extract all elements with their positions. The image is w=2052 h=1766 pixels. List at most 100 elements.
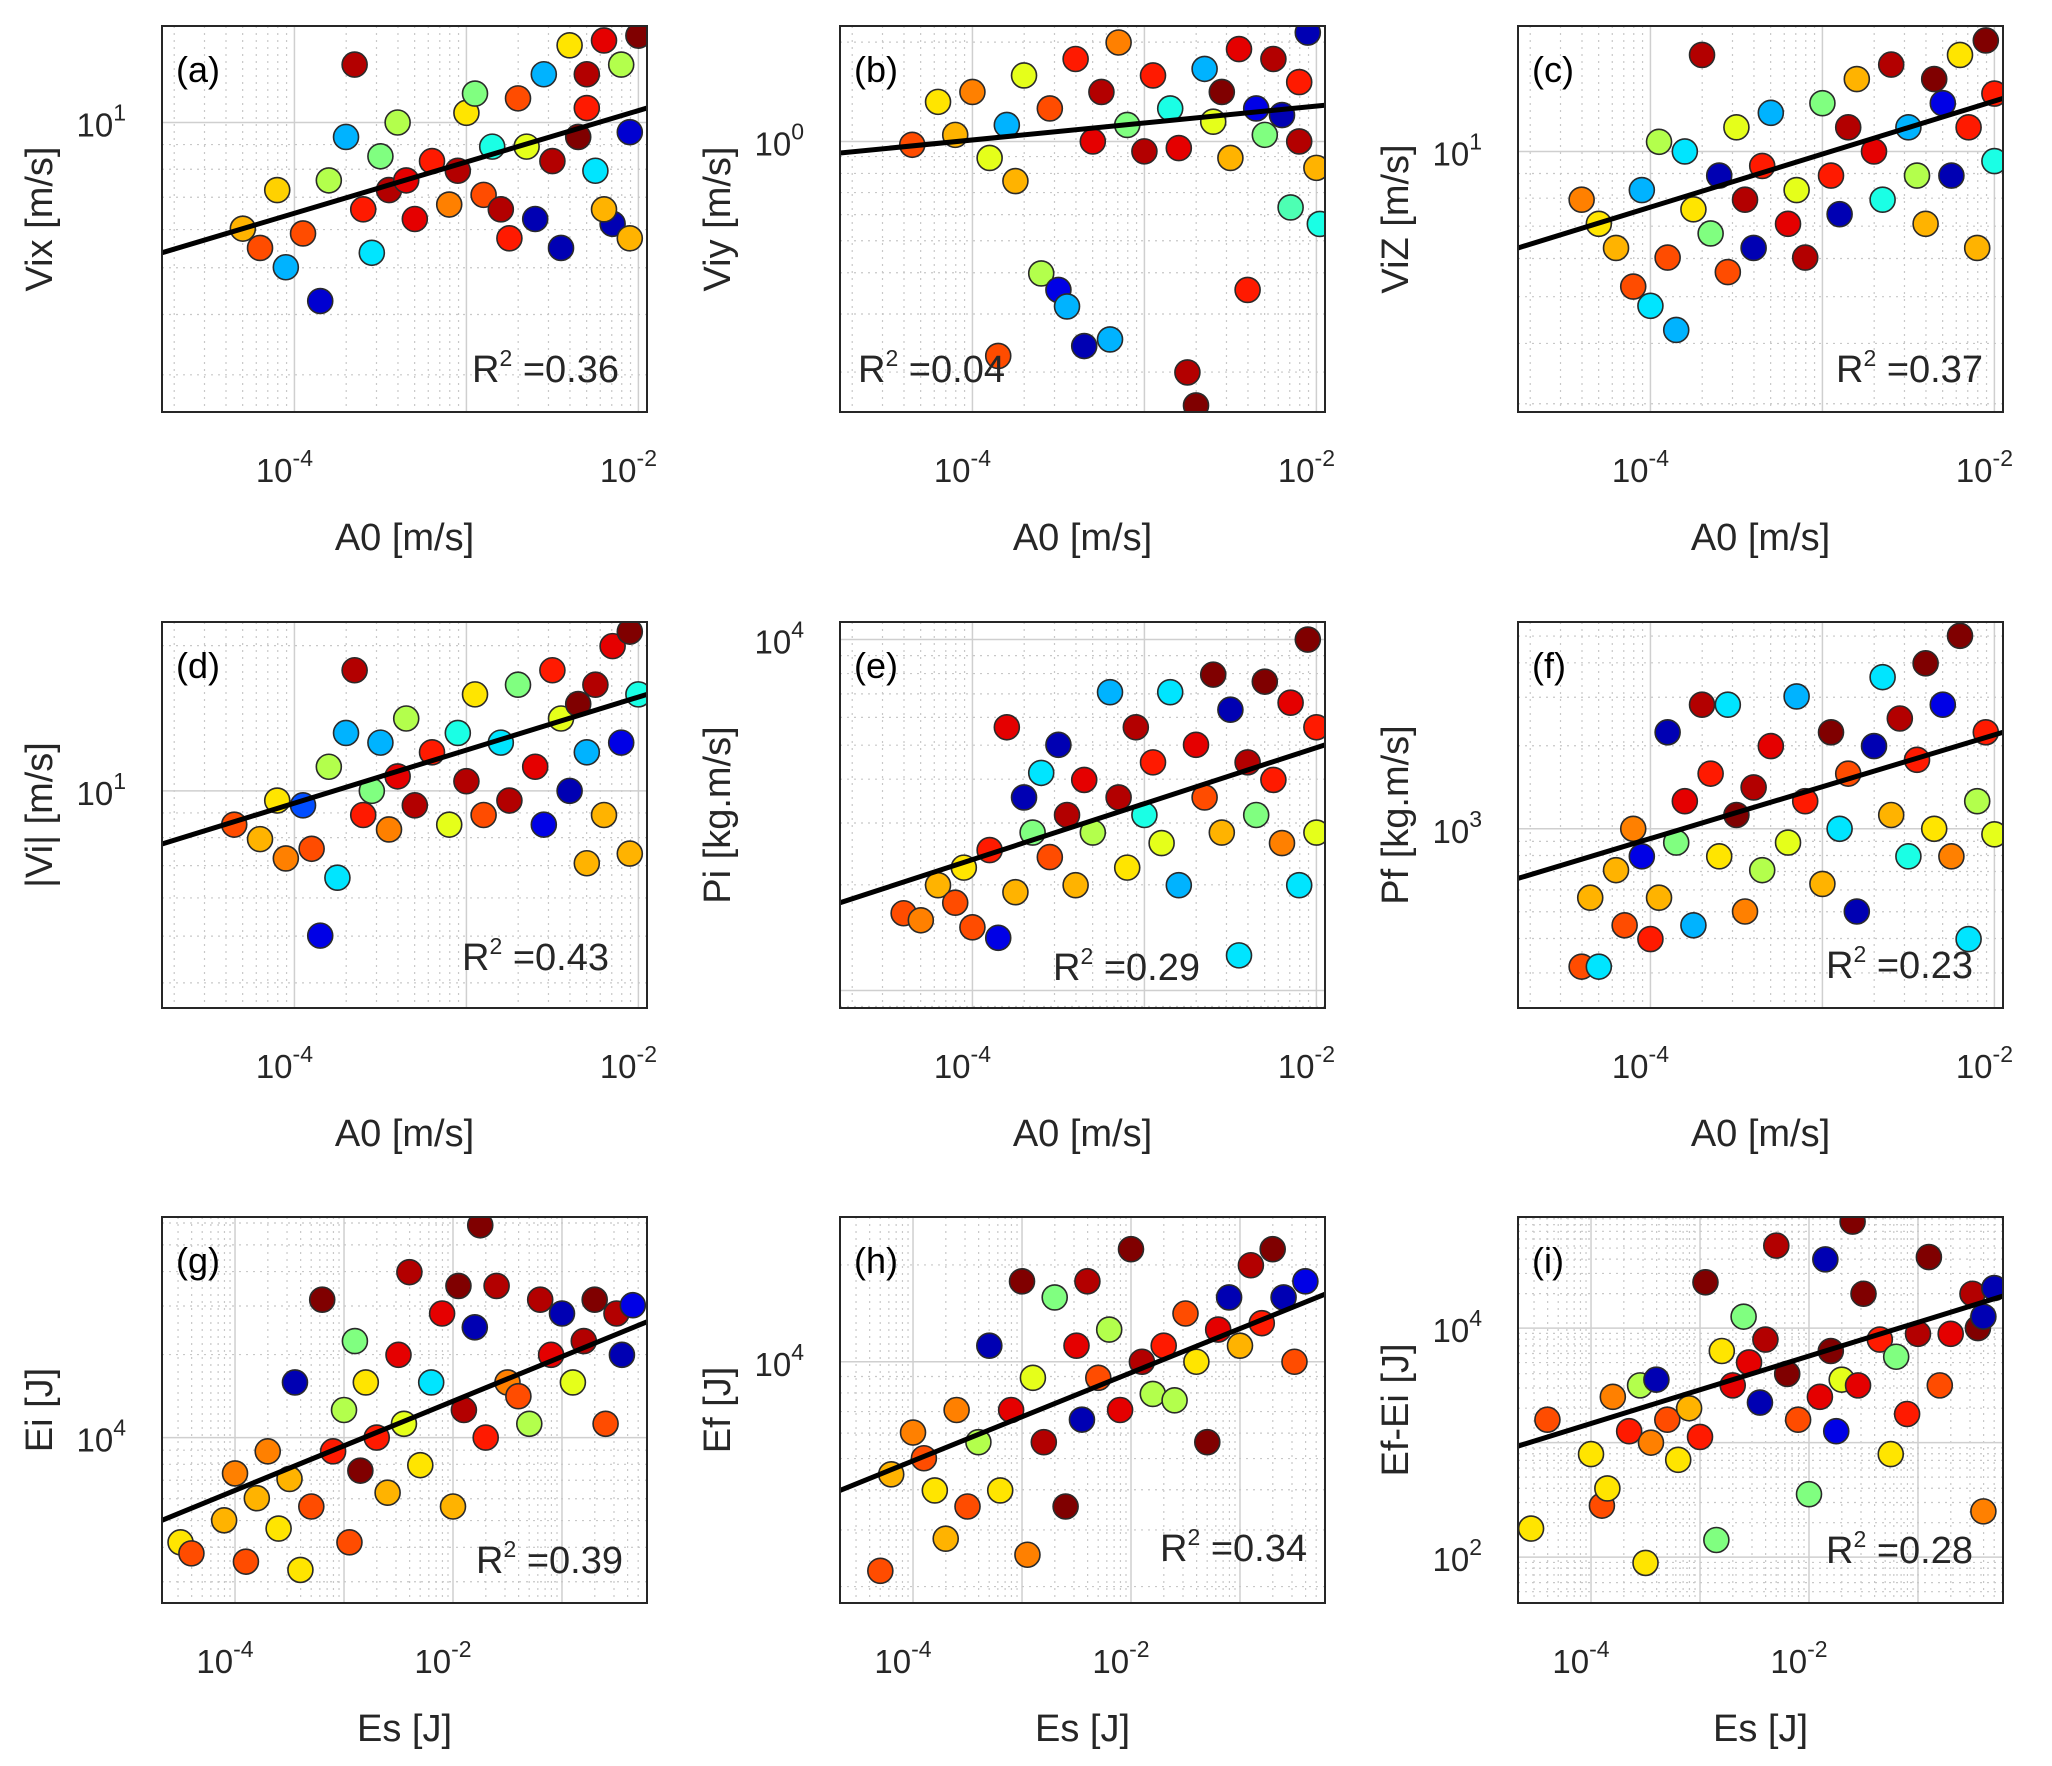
tick-exponent: -2 <box>451 1636 471 1662</box>
data-point <box>1654 718 1681 746</box>
tick-exponent: -4 <box>1649 1041 1670 1067</box>
data-point <box>385 1341 412 1369</box>
r2-value: =0.04 <box>898 349 1005 391</box>
regression-line <box>840 102 1325 156</box>
data-point <box>1217 696 1244 724</box>
data-point <box>1938 162 1965 189</box>
data-point <box>1172 1300 1199 1327</box>
tick-exponent: 1 <box>113 100 126 126</box>
data-point <box>1105 29 1132 56</box>
regression-line <box>1518 729 2003 881</box>
data-point <box>272 845 300 872</box>
tick-base: 10 <box>1956 1048 1993 1085</box>
r2-symbol: R <box>1826 1530 1853 1572</box>
panel-letter: (d) <box>176 645 220 686</box>
data-point <box>1763 1232 1790 1259</box>
tick-exponent: 4 <box>791 617 804 643</box>
data-point <box>1795 1480 1823 1508</box>
data-point <box>590 196 618 223</box>
x-tick-label: 10-4 <box>934 1041 991 1085</box>
data-point <box>1697 760 1724 787</box>
data-point <box>1285 871 1313 899</box>
data-point <box>1619 273 1647 300</box>
r2-exponent: 2 <box>1080 943 1093 969</box>
tick-exponent: -2 <box>1315 1041 1335 1067</box>
data-point <box>1277 689 1304 717</box>
tick-exponent: -2 <box>637 1041 657 1067</box>
panel-letter: (h) <box>854 1240 898 1281</box>
data-point <box>573 94 601 122</box>
data-point <box>1920 65 1948 93</box>
data-point <box>1117 1235 1145 1263</box>
data-point <box>1148 829 1175 857</box>
data-point <box>1045 731 1072 759</box>
data-point <box>428 1300 456 1327</box>
y-axis-label: Pi [kg.m/s] <box>697 726 739 903</box>
data-point <box>1850 1280 1877 1308</box>
data-point <box>341 656 368 684</box>
tick-exponent: -2 <box>1993 445 2013 471</box>
data-point <box>616 225 644 252</box>
data-point <box>1191 55 1218 83</box>
data-point <box>976 144 1003 172</box>
data-point <box>1036 95 1064 122</box>
data-point <box>1165 871 1193 899</box>
data-point <box>1963 234 1991 262</box>
data-point <box>539 656 566 684</box>
data-point <box>1139 62 1167 89</box>
data-point <box>1576 884 1604 912</box>
data-point <box>1920 815 1948 843</box>
r2-exponent: 2 <box>1187 1524 1200 1550</box>
tick-exponent: -4 <box>971 1041 992 1067</box>
data-point <box>1165 134 1193 162</box>
data-point <box>1869 663 1896 691</box>
scatter-points <box>220 622 647 949</box>
data-point <box>374 1479 401 1507</box>
tick-base: 10 <box>256 452 293 489</box>
data-point <box>1139 749 1167 776</box>
grid <box>162 26 647 412</box>
data-point <box>582 671 609 699</box>
data-point <box>1645 884 1673 912</box>
data-point <box>1692 1268 1719 1296</box>
data-point <box>1095 1316 1123 1343</box>
axes-frame <box>839 1216 1326 1604</box>
data-point <box>453 767 480 795</box>
data-point <box>1730 1303 1757 1330</box>
data-point <box>984 342 1012 370</box>
data-point <box>1981 821 2003 848</box>
data-point <box>367 142 394 170</box>
tick-exponent: 2 <box>1469 1534 1482 1560</box>
data-point <box>1834 114 1862 141</box>
data-point <box>1806 1383 1834 1411</box>
data-point <box>1688 691 1716 719</box>
data-point <box>1027 260 1055 287</box>
data-point <box>1010 62 1038 89</box>
data-point <box>619 1291 647 1319</box>
y-tick-label: 101 <box>1432 128 1482 172</box>
data-point <box>1234 276 1261 304</box>
data-point <box>496 225 523 252</box>
data-point <box>1844 1372 1872 1399</box>
data-point <box>1577 1440 1605 1468</box>
y-axis-label: Ef [J] <box>697 1367 739 1454</box>
r2-exponent: 2 <box>1863 345 1876 371</box>
r-squared-label: R2 =0.28 <box>1826 1526 1973 1572</box>
r2-value: =0.43 <box>502 937 609 979</box>
r2-exponent: 2 <box>885 345 898 371</box>
tick-exponent: -4 <box>971 445 992 471</box>
tick-base: 10 <box>1552 1643 1589 1680</box>
data-point <box>1251 668 1279 695</box>
x-tick-label: 10-4 <box>256 445 313 489</box>
data-point <box>1182 392 1210 412</box>
data-point <box>496 787 523 814</box>
data-point <box>375 816 403 843</box>
data-point <box>287 1556 314 1584</box>
data-point <box>1225 35 1253 63</box>
tick-exponent: 1 <box>113 768 126 794</box>
data-point <box>1294 26 1322 46</box>
